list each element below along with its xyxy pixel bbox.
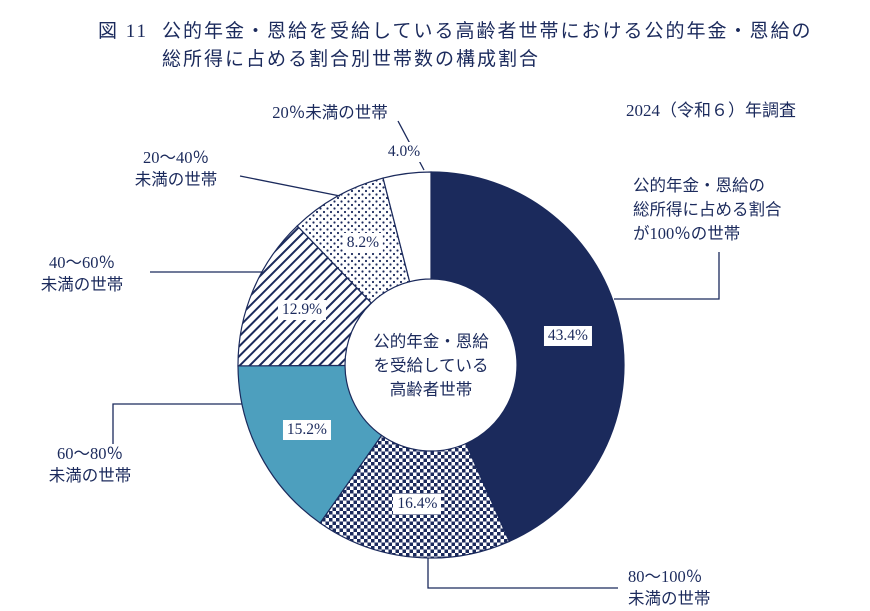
donut-segment-2 [237, 364, 383, 524]
value-label-2: 15.2% [282, 419, 331, 440]
segment-label-60-80: 60～80％ 未満の世帯 [48, 444, 132, 485]
figure-title-text: 公的年金・恩給を受給している高齢者世帯における公的年金・恩給の 総所得に占める割… [162, 18, 812, 74]
leader-line-20-40 [239, 175, 341, 197]
segment-label-20-40: 20～40％ 未満の世帯 [134, 148, 218, 189]
segment-label-80-100: 80～100％ 未満の世帯 [628, 567, 711, 608]
figure-number: 図 11 [98, 21, 149, 42]
value-label-1: 16.4% [393, 494, 442, 515]
figure-title: 図 11 公的年金・恩給を受給している高齢者世帯における公的年金・恩給の 総所得… [98, 18, 812, 74]
segment-label-40-60: 40～60％ 未満の世帯 [40, 253, 124, 294]
figure-title-line2: 総所得に占める割合別世帯数の構成割合 [162, 49, 541, 70]
donut-center-label: 公的年金・恩給 を受給している 高齢者世帯 [373, 332, 489, 399]
donut-segment-0 [430, 171, 625, 543]
leader-line-80-100 [427, 558, 618, 589]
donut-segments [237, 171, 625, 559]
leader-line-60-80 [112, 403, 242, 444]
value-label-0: 43.4% [543, 325, 592, 346]
survey-year-note: 2024（令和６）年調査 [626, 101, 796, 120]
value-label-3: 12.9% [278, 300, 327, 321]
value-label-4: 8.2% [342, 232, 383, 253]
leader-line-100 [614, 252, 720, 300]
segment-label-under20: 20％未満の世帯 [272, 103, 388, 122]
donut-segment-5 [382, 171, 432, 283]
value-label-5: 4.0% [383, 141, 425, 162]
segment-label-100: 公的年金・恩給の 総所得に占める割合 が100％の世帯 [633, 176, 782, 243]
figure-title-line1: 公的年金・恩給を受給している高齢者世帯における公的年金・恩給の [162, 21, 813, 42]
